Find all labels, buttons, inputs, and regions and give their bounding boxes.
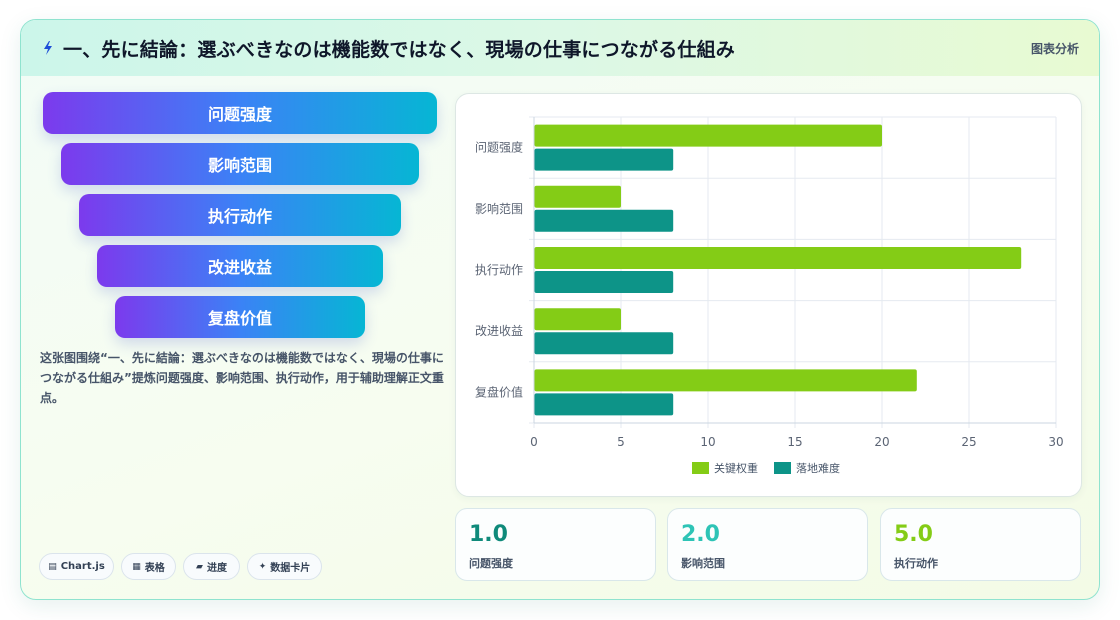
table-icon: ▦ bbox=[132, 561, 141, 572]
bar bbox=[534, 247, 1022, 269]
bar bbox=[534, 393, 674, 416]
bar bbox=[534, 209, 674, 232]
card-header: 一、先に結論：選ぶべきなのは機能数ではなく、現場の仕事につながる仕組み 图表分析 bbox=[21, 20, 1099, 76]
y-tick-label: 影响范围 bbox=[475, 201, 523, 216]
funnel-item: 执行动作 bbox=[79, 194, 401, 236]
chip-data-card[interactable]: ✦ 数据卡片 bbox=[247, 553, 322, 580]
funnel-item: 影响范围 bbox=[61, 143, 419, 185]
y-tick-label: 执行动作 bbox=[475, 263, 523, 277]
legend-label: 关键权重 bbox=[714, 461, 758, 475]
stat-value: 5.0 bbox=[894, 522, 933, 547]
stat-label: 问题强度 bbox=[469, 557, 513, 570]
main-card: 一、先に結論：選ぶべきなのは機能数ではなく、現場の仕事につながる仕組み 图表分析… bbox=[20, 19, 1100, 600]
stat-label: 执行动作 bbox=[894, 557, 938, 570]
x-tick-label: 15 bbox=[787, 435, 802, 449]
bar bbox=[534, 271, 674, 293]
sparkle-icon: ✦ bbox=[258, 561, 267, 572]
page-title: 一、先に結論：選ぶべきなのは機能数ではなく、現場の仕事につながる仕組み bbox=[63, 39, 736, 61]
stat-value: 1.0 bbox=[469, 522, 508, 547]
chip-chartjs[interactable]: ▤ Chart.js bbox=[39, 553, 114, 580]
funnel-item: 改进收益 bbox=[97, 245, 383, 287]
chip-table[interactable]: ▦ 表格 bbox=[121, 553, 176, 580]
legend-swatch bbox=[774, 462, 791, 474]
stat-value: 2.0 bbox=[681, 522, 720, 547]
bar bbox=[534, 124, 882, 147]
header-tag: 图表分析 bbox=[1030, 42, 1079, 56]
summary-text: 这张图围绕“一、先に結論：選ぶべきなのは機能数ではなく、現場の仕事につながる仕組… bbox=[40, 351, 444, 405]
chip-progress[interactable]: ▰ 进度 bbox=[183, 553, 240, 580]
stat-label: 影响范围 bbox=[681, 557, 725, 570]
chart-panel: 0 5 10 15 20 25 30 问题强度影响范围执行动作改进收益复盘价值关键权重 落地难度 bbox=[455, 93, 1082, 497]
bar bbox=[534, 308, 621, 331]
bar bbox=[534, 369, 917, 392]
bar bbox=[534, 332, 674, 355]
chart-icon: ▤ bbox=[48, 561, 57, 572]
progress-icon: ▰ bbox=[196, 561, 203, 572]
y-tick-label: 问题强度 bbox=[475, 140, 523, 155]
x-tick-label: 25 bbox=[961, 435, 976, 449]
lightning-icon bbox=[44, 41, 52, 55]
chip-label: Chart.js bbox=[60, 561, 105, 572]
stat-card: 5.0 执行动作 bbox=[880, 508, 1081, 581]
y-tick-label: 复盘价值 bbox=[475, 384, 523, 399]
x-tick-label: 30 bbox=[1048, 435, 1063, 449]
funnel-item: 问题强度 bbox=[43, 92, 437, 134]
chip-label: 数据卡片 bbox=[270, 563, 311, 574]
bar bbox=[534, 185, 621, 208]
x-tick-label: 0 bbox=[530, 435, 538, 449]
chip-label: 进度 bbox=[206, 563, 227, 574]
bar bbox=[534, 148, 674, 171]
funnel-item: 复盘价值 bbox=[115, 296, 365, 338]
legend-label: 落地难度 bbox=[796, 461, 840, 475]
y-tick-label: 改进收益 bbox=[475, 324, 523, 338]
x-tick-label: 20 bbox=[874, 435, 889, 449]
stat-card: 1.0 问题强度 bbox=[455, 508, 656, 581]
chip-label: 表格 bbox=[144, 563, 165, 574]
x-tick-label: 5 bbox=[617, 435, 625, 449]
stat-card: 2.0 影响范围 bbox=[667, 508, 868, 581]
legend-swatch bbox=[692, 462, 709, 474]
x-tick-label: 10 bbox=[700, 435, 715, 449]
